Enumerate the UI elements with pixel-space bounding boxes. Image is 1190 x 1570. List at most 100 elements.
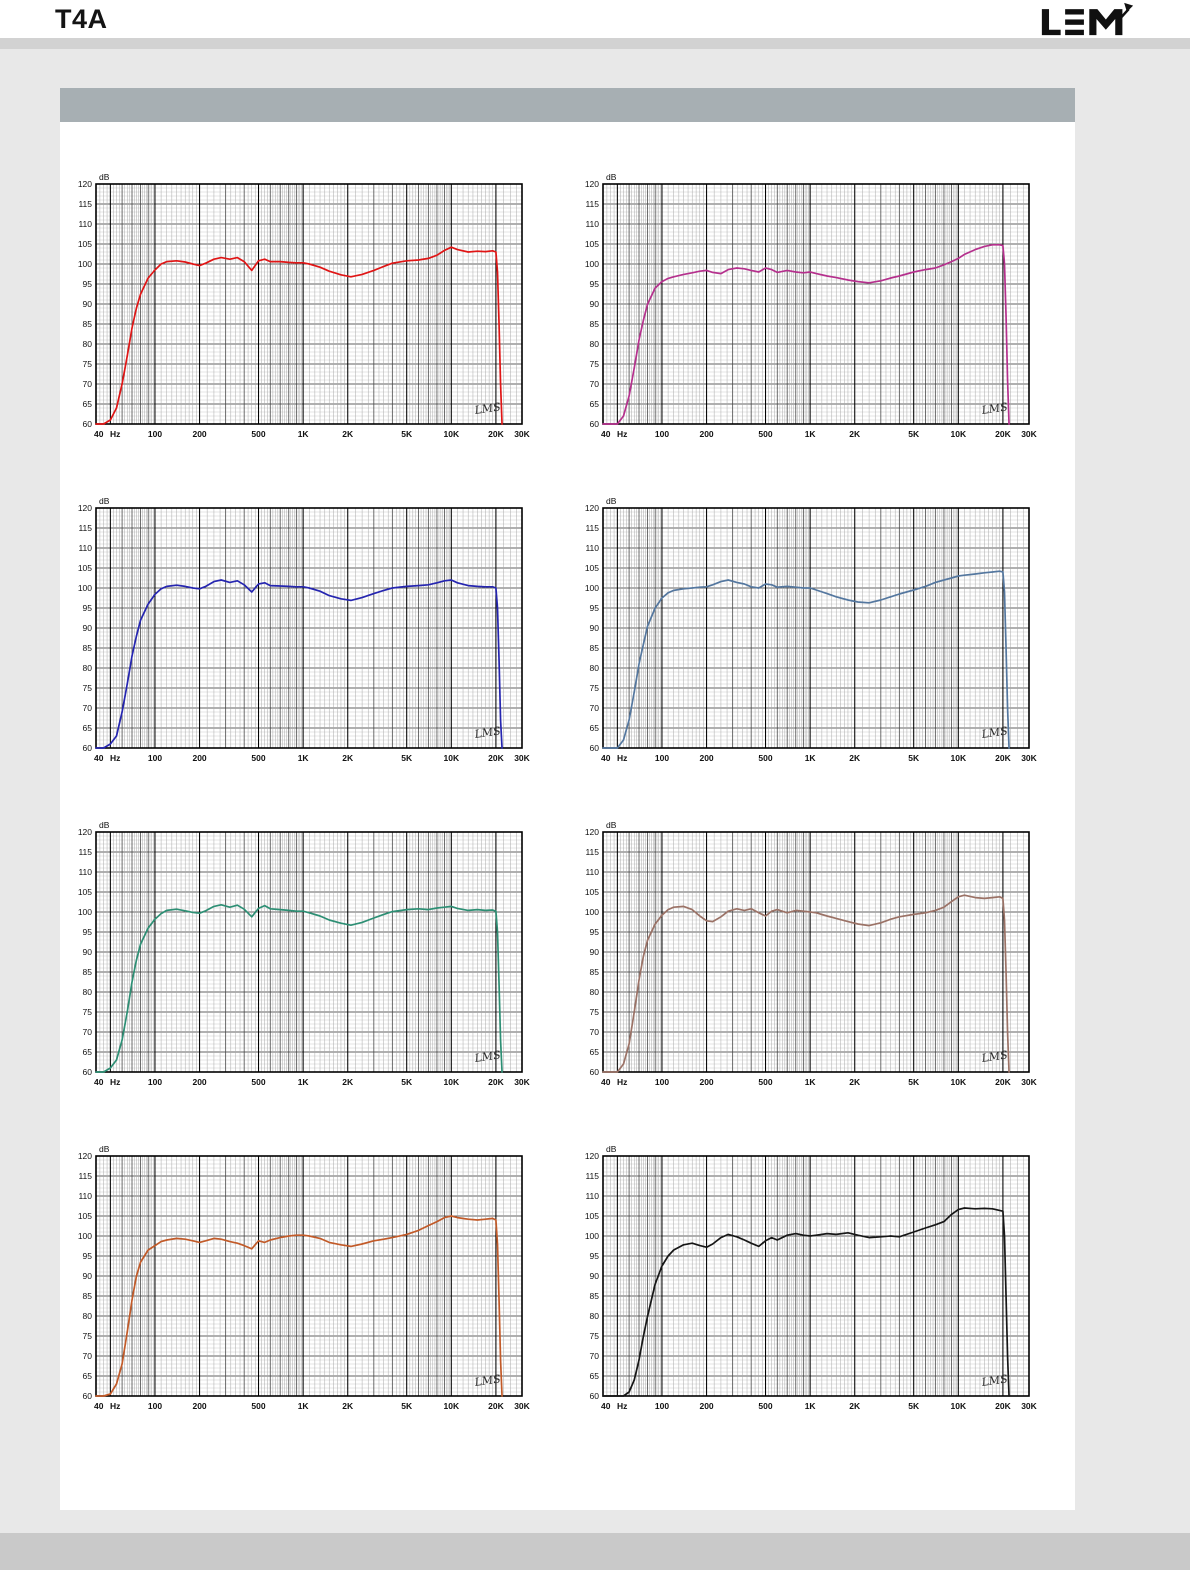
svg-text:105: 105 [78, 1211, 92, 1221]
svg-text:95: 95 [590, 927, 600, 937]
svg-text:Hz: Hz [617, 1077, 627, 1087]
svg-text:115: 115 [78, 523, 92, 533]
svg-text:115: 115 [585, 1171, 599, 1181]
svg-text:Hz: Hz [617, 1401, 627, 1411]
header-band [0, 38, 1190, 49]
svg-text:90: 90 [590, 299, 600, 309]
svg-text:500: 500 [251, 1077, 265, 1087]
svg-text:65: 65 [590, 1371, 600, 1381]
svg-text:95: 95 [590, 279, 600, 289]
svg-text:95: 95 [83, 279, 93, 289]
svg-text:500: 500 [251, 1401, 265, 1411]
svg-text:85: 85 [83, 1291, 93, 1301]
footer-band [0, 1533, 1190, 1570]
svg-text:2K: 2K [849, 429, 861, 439]
svg-text:110: 110 [78, 543, 92, 553]
frequency-response-chart-1: 60 65 70 75 80 85 90 95 100 105 110 115 120 dB 40 100 20… [62, 168, 562, 446]
svg-text:95: 95 [83, 603, 93, 613]
svg-text:100: 100 [78, 1231, 92, 1241]
svg-text:70: 70 [83, 1351, 93, 1361]
svg-text:5K: 5K [908, 1401, 920, 1411]
svg-text:200: 200 [699, 1401, 713, 1411]
svg-text:2K: 2K [342, 1401, 354, 1411]
svg-text:100: 100 [655, 1077, 669, 1087]
svg-text:5K: 5K [401, 1401, 413, 1411]
svg-text:115: 115 [585, 523, 599, 533]
svg-text:110: 110 [585, 543, 599, 553]
svg-text:Hz: Hz [110, 429, 120, 439]
svg-text:5K: 5K [908, 429, 920, 439]
svg-text:100: 100 [78, 907, 92, 917]
svg-text:30K: 30K [1021, 1077, 1037, 1087]
svg-text:2K: 2K [342, 1077, 354, 1087]
svg-text:LMS: LMS [980, 1372, 1009, 1389]
svg-text:200: 200 [192, 429, 206, 439]
svg-text:500: 500 [251, 429, 265, 439]
svg-text:110: 110 [78, 219, 92, 229]
svg-text:dB: dB [99, 496, 110, 506]
svg-text:40: 40 [94, 1401, 104, 1411]
svg-text:dB: dB [99, 1144, 110, 1154]
svg-text:75: 75 [590, 1331, 600, 1341]
svg-text:70: 70 [590, 1351, 600, 1361]
svg-text:85: 85 [590, 643, 600, 653]
frequency-response-chart-5: 60 65 70 75 80 85 90 95 100 105 110 115 120 dB 40 100 20… [62, 816, 562, 1094]
svg-text:120: 120 [585, 179, 599, 189]
svg-text:1K: 1K [298, 429, 310, 439]
svg-text:1K: 1K [805, 1401, 817, 1411]
svg-text:LMS: LMS [473, 400, 502, 417]
svg-text:20K: 20K [488, 1077, 504, 1087]
svg-text:75: 75 [83, 683, 93, 693]
svg-text:dB: dB [606, 496, 617, 506]
svg-text:70: 70 [83, 703, 93, 713]
svg-text:dB: dB [606, 820, 617, 830]
svg-text:105: 105 [78, 887, 92, 897]
svg-text:500: 500 [758, 429, 772, 439]
svg-text:5K: 5K [401, 1077, 413, 1087]
svg-text:30K: 30K [514, 1401, 530, 1411]
lem-logo [1040, 2, 1135, 36]
svg-text:Hz: Hz [110, 1077, 120, 1087]
svg-text:80: 80 [590, 1311, 600, 1321]
svg-text:120: 120 [585, 503, 599, 513]
svg-text:200: 200 [699, 753, 713, 763]
svg-text:200: 200 [192, 1401, 206, 1411]
svg-text:dB: dB [606, 172, 617, 182]
svg-text:1K: 1K [298, 1077, 310, 1087]
svg-text:60: 60 [590, 743, 600, 753]
svg-text:65: 65 [83, 399, 93, 409]
svg-text:20K: 20K [995, 1077, 1011, 1087]
svg-text:10K: 10K [951, 753, 967, 763]
svg-text:90: 90 [83, 299, 93, 309]
svg-text:80: 80 [83, 1311, 93, 1321]
svg-text:1K: 1K [805, 753, 817, 763]
svg-text:2K: 2K [342, 753, 354, 763]
svg-text:60: 60 [83, 1067, 93, 1077]
svg-text:100: 100 [655, 1401, 669, 1411]
svg-text:dB: dB [606, 1144, 617, 1154]
svg-text:90: 90 [83, 623, 93, 633]
svg-text:115: 115 [585, 199, 599, 209]
svg-text:LMS: LMS [980, 1048, 1009, 1065]
svg-text:80: 80 [590, 987, 600, 997]
svg-text:75: 75 [83, 359, 93, 369]
svg-text:1K: 1K [298, 1401, 310, 1411]
svg-text:110: 110 [585, 219, 599, 229]
svg-text:20K: 20K [488, 429, 504, 439]
svg-text:60: 60 [83, 743, 93, 753]
svg-text:65: 65 [83, 723, 93, 733]
svg-text:1K: 1K [805, 429, 817, 439]
svg-text:75: 75 [590, 1007, 600, 1017]
svg-text:120: 120 [78, 827, 92, 837]
svg-text:100: 100 [585, 583, 599, 593]
svg-text:LMS: LMS [980, 724, 1009, 741]
content-panel: 60 65 70 75 80 85 90 95 100 105 110 115 120 dB 40 100 20… [60, 88, 1075, 1510]
svg-text:10K: 10K [951, 1077, 967, 1087]
svg-text:70: 70 [83, 1027, 93, 1037]
svg-text:100: 100 [585, 907, 599, 917]
svg-text:120: 120 [78, 1151, 92, 1161]
svg-text:110: 110 [78, 867, 92, 877]
svg-text:110: 110 [78, 1191, 92, 1201]
svg-text:105: 105 [585, 563, 599, 573]
svg-text:80: 80 [590, 339, 600, 349]
